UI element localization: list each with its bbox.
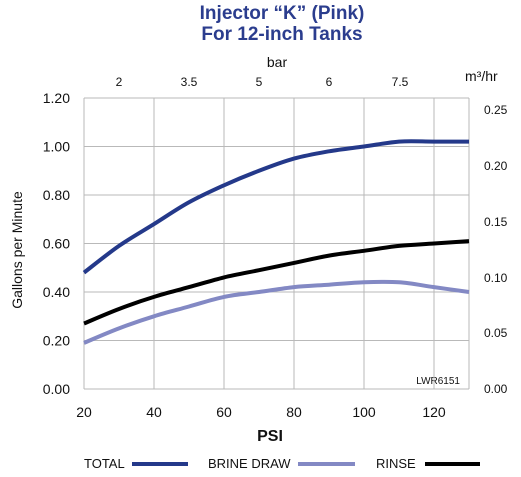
top-tick-label: 6 (326, 75, 333, 89)
x-axis-label: PSI (257, 428, 283, 445)
series-line-total (82, 139, 469, 275)
tick-labels: 20 40 60 80 100 120 0.00 0.20 0.40 0.60 0.80 1.00 1.… (43, 75, 508, 420)
series-line-brine-draw (83, 279, 470, 345)
y-tick-label: 0.20 (43, 333, 70, 349)
right-tick-label: 0.05 (484, 326, 508, 340)
legend-label: TOTAL (84, 456, 125, 471)
right-axis-label: m³/hr (465, 68, 498, 84)
y-tick-label: 1.00 (43, 139, 70, 155)
y-tick-label: 1.20 (43, 90, 70, 106)
x-tick-label: 120 (422, 404, 446, 420)
y-tick-label: 0.40 (43, 284, 70, 300)
y-axis-label: Gallons per Minute (9, 191, 25, 309)
y-tick-label: 0.80 (43, 187, 70, 203)
right-tick-label: 0.00 (484, 382, 508, 396)
top-axis-label: bar (267, 54, 288, 70)
top-tick-label: 5 (256, 75, 263, 89)
x-tick-label: 20 (76, 404, 92, 420)
right-tick-label: 0.20 (484, 159, 508, 173)
chart-subtitle: For 12-inch Tanks (201, 24, 362, 45)
top-tick-label: 3.5 (181, 75, 198, 89)
right-tick-label: 0.25 (484, 103, 508, 117)
y-tick-label: 0.00 (43, 381, 70, 397)
chart-title: Injector “K” (Pink) (200, 3, 365, 24)
top-tick-label: 2 (116, 75, 123, 89)
y-tick-label: 0.60 (43, 236, 70, 252)
x-tick-label: 100 (352, 404, 376, 420)
top-tick-label: 7.5 (392, 75, 409, 89)
series-lines (82, 139, 470, 345)
right-tick-label: 0.10 (484, 271, 508, 285)
series-line-rinse (83, 239, 470, 326)
x-tick-label: 80 (286, 404, 302, 420)
x-tick-label: 40 (146, 404, 162, 420)
legend-label: BRINE DRAW (208, 456, 291, 471)
figure-code: LWR6151 (416, 376, 460, 387)
legend: TOTAL BRINE DRAW RINSE (84, 456, 480, 471)
x-tick-label: 60 (216, 404, 232, 420)
legend-label: RINSE (376, 456, 416, 471)
right-tick-label: 0.15 (484, 215, 508, 229)
